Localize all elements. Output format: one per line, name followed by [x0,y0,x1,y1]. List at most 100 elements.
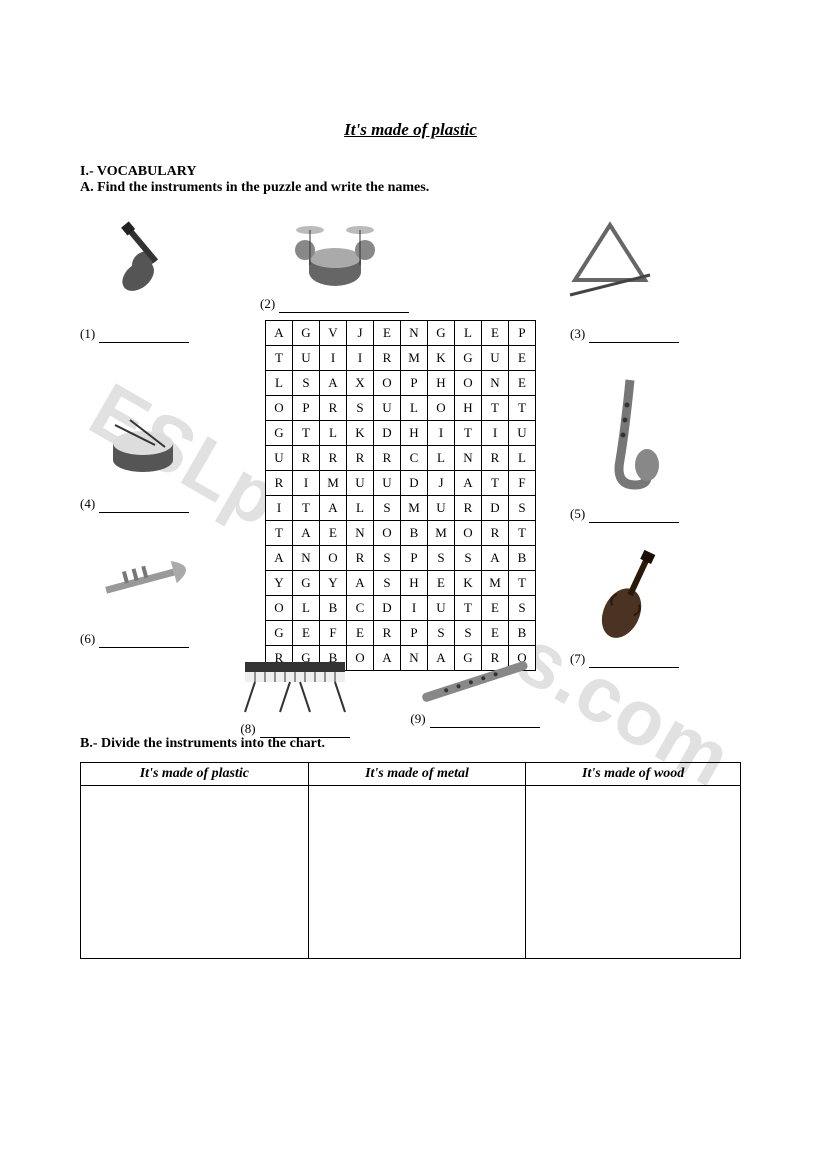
puzzle-cell: H [401,571,428,596]
puzzle-cell: I [320,346,347,371]
puzzle-cell: E [482,321,509,346]
blank-5[interactable] [589,508,679,523]
saxophone-icon [585,370,665,500]
puzzle-cell: L [455,321,482,346]
puzzle-cell: S [428,546,455,571]
instrument-3 [550,210,670,305]
instrument-5 [585,370,665,500]
puzzle-cell: U [509,421,536,446]
label-5: (5) [570,506,585,521]
puzzle-cell: O [266,396,293,421]
puzzle-cell: U [293,346,320,371]
puzzle-cell: N [482,371,509,396]
puzzle-cell: R [374,346,401,371]
puzzle-cell: R [320,446,347,471]
puzzle-cell: B [509,546,536,571]
instrument-4 [95,405,190,485]
puzzle-cell: H [428,371,455,396]
blank-1[interactable] [99,328,189,343]
label-2: (2) [260,296,275,311]
puzzle-cell: U [428,596,455,621]
puzzle-cell: T [509,396,536,421]
puzzle-cell: U [374,396,401,421]
puzzle-cell: R [374,621,401,646]
puzzle-cell: T [509,521,536,546]
chart-header-metal: It's made of metal [308,763,526,786]
puzzle-cell: N [347,521,374,546]
puzzle-cell: O [428,396,455,421]
label-7: (7) [570,651,585,666]
puzzle-cell: S [293,371,320,396]
puzzle-cell: M [320,471,347,496]
violin-icon [580,540,680,650]
puzzle-cell: E [509,371,536,396]
instrument-1 [90,210,190,300]
puzzle-cell: B [320,596,347,621]
puzzle-cell: R [374,446,401,471]
trumpet-icon [90,545,210,615]
blank-7[interactable] [589,653,679,668]
puzzle-cell: N [293,546,320,571]
puzzle-cell: L [401,396,428,421]
puzzle-cell: A [347,571,374,596]
puzzle-cell: M [482,571,509,596]
instrument-6 [90,545,210,615]
puzzle-cell: L [266,371,293,396]
puzzle-cell: G [428,321,455,346]
puzzle-cell: D [374,421,401,446]
puzzle-cell: S [455,546,482,571]
puzzle-cell: P [401,371,428,396]
puzzle-cell: I [482,421,509,446]
instrument-8: (8) [230,650,360,738]
chart-cell-wood[interactable] [526,786,741,959]
instrument-7 [580,540,680,650]
blank-2[interactable] [279,298,409,313]
chart-cell-plastic[interactable] [81,786,309,959]
puzzle-cell: A [455,471,482,496]
section-b-instruction: B.- Divide the instruments into the char… [80,736,741,752]
puzzle-cell: J [347,321,374,346]
puzzle-cell: E [482,621,509,646]
blank-4[interactable] [99,498,189,513]
label-1: (1) [80,326,95,341]
blank-3[interactable] [589,328,679,343]
puzzle-cell: R [482,446,509,471]
blank-8[interactable] [260,723,350,738]
answer-4: (4) [80,495,189,513]
chart-header-plastic: It's made of plastic [81,763,309,786]
blank-9[interactable] [430,713,540,728]
puzzle-cell: S [374,546,401,571]
answer-5: (5) [570,505,679,523]
puzzle-cell: E [347,621,374,646]
puzzle-cell: T [455,421,482,446]
puzzle-cell: N [455,446,482,471]
puzzle-cell: L [347,496,374,521]
small-drum-icon [95,405,190,485]
answer-1: (1) [80,325,189,343]
label-6: (6) [80,631,95,646]
puzzle-cell: P [401,546,428,571]
puzzle-cell: S [374,496,401,521]
puzzle-cell: S [374,571,401,596]
puzzle-cell: O [455,371,482,396]
puzzle-cell: L [428,446,455,471]
chart-header-wood: It's made of wood [526,763,741,786]
puzzle-cell: K [347,421,374,446]
puzzle-cell: O [320,546,347,571]
puzzle-cell: G [266,621,293,646]
puzzle-cell: L [509,446,536,471]
blank-6[interactable] [99,633,189,648]
puzzle-cell: R [455,496,482,521]
recorder-icon [410,655,540,710]
puzzle-cell: E [509,346,536,371]
puzzle-cell: G [293,571,320,596]
section-1-label: I.- VOCABULARY [80,164,741,180]
puzzle-layout: (1) (2) [80,210,741,730]
triangle-icon [550,210,670,305]
puzzle-cell: N [401,321,428,346]
puzzle-cell: H [455,396,482,421]
puzzle-cell: T [293,421,320,446]
chart-cell-metal[interactable] [308,786,526,959]
puzzle-cell: K [455,571,482,596]
puzzle-cell: S [347,396,374,421]
